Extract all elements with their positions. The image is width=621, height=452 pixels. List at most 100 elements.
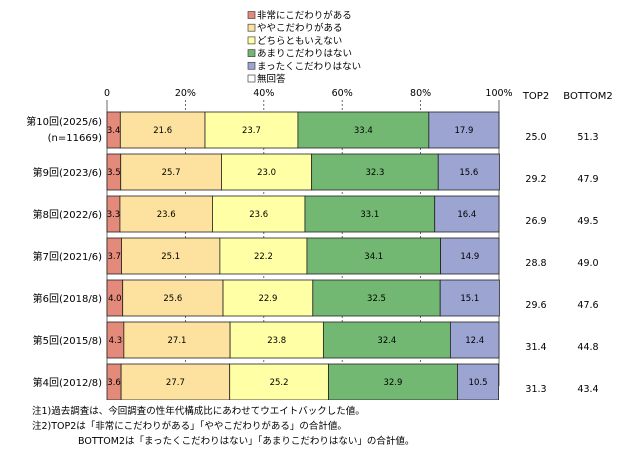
legend-swatch bbox=[247, 23, 256, 32]
category-label: 第9回(2023/6) bbox=[33, 166, 102, 179]
data-label: 32.9 bbox=[383, 378, 402, 388]
x-tick-label: 40% bbox=[253, 88, 274, 99]
legend-label: 非常にこだわりがある bbox=[257, 10, 352, 22]
data-label: 34.1 bbox=[364, 252, 383, 262]
stacked-bar-chart: 非常にこだわりがあるややこだわりがあるどちらともいえないあまりこだわりはないまっ… bbox=[26, 10, 613, 400]
bar-segment bbox=[121, 237, 221, 275]
bar-segment bbox=[229, 363, 329, 400]
legend-label: まったくこだわりはない bbox=[257, 61, 361, 72]
bar-segment bbox=[440, 237, 500, 275]
legend-label: 無回答 bbox=[257, 73, 286, 85]
bar-segment bbox=[428, 111, 500, 149]
data-label: 23.8 bbox=[267, 336, 286, 346]
bar-segment bbox=[306, 237, 441, 275]
side-column-value: 31.3 bbox=[525, 384, 546, 395]
legend-label: ややこだわりがある bbox=[257, 22, 343, 34]
x-tick-label: 100% bbox=[485, 88, 512, 99]
category-label: 第7回(2021/6) bbox=[33, 250, 102, 263]
legend-swatch bbox=[247, 49, 256, 57]
category-sublabel: (n=11669) bbox=[48, 133, 102, 144]
category-label: 第6回(2018/8) bbox=[33, 292, 102, 305]
legend-swatch bbox=[247, 74, 256, 83]
category-label: 第4回(2012/8) bbox=[33, 376, 102, 389]
side-column-value: 47.6 bbox=[577, 300, 598, 311]
data-label: 33.1 bbox=[360, 210, 379, 220]
data-label: 23.6 bbox=[249, 210, 268, 220]
data-label: 16.4 bbox=[457, 210, 476, 220]
side-column-value: 47.9 bbox=[577, 174, 598, 185]
side-column-value: 44.8 bbox=[577, 342, 598, 353]
category-label: 第10回(2025/6) bbox=[26, 115, 102, 128]
data-label: 15.6 bbox=[459, 168, 478, 178]
data-label: 3.6 bbox=[107, 378, 121, 388]
side-column-header: TOP2 bbox=[522, 91, 549, 102]
data-label: 27.1 bbox=[168, 336, 187, 346]
legend-label: あまりこだわりはない bbox=[257, 49, 352, 60]
data-label: 32.3 bbox=[365, 168, 384, 178]
data-label: 23.0 bbox=[257, 168, 276, 178]
bar-segment bbox=[328, 363, 458, 400]
side-column-value: 26.9 bbox=[525, 216, 546, 227]
bar-segment bbox=[229, 321, 324, 359]
data-label: 10.5 bbox=[469, 378, 488, 388]
bar-segment bbox=[119, 195, 213, 233]
data-label: 22.9 bbox=[258, 294, 277, 304]
side-column-value: 28.8 bbox=[525, 258, 546, 269]
chart-notes: 注1)過去調査は、今回調査の性年代構成比にあわせてウエイトバックした値。 注2)… bbox=[32, 404, 414, 449]
bar-segment bbox=[439, 279, 500, 317]
bar-segment bbox=[449, 321, 500, 359]
legend-label: どちらともいえない bbox=[257, 36, 342, 47]
note-1: 注1)過去調査は、今回調査の性年代構成比にあわせてウエイトバックした値。 bbox=[32, 406, 365, 417]
data-label: 15.1 bbox=[460, 294, 479, 304]
legend-swatch bbox=[247, 36, 256, 45]
bar-segment bbox=[122, 279, 224, 317]
side-column-value: 25.0 bbox=[525, 132, 546, 143]
bar-segment bbox=[322, 321, 451, 359]
data-label: 23.7 bbox=[242, 126, 261, 136]
data-label: 3.5 bbox=[107, 168, 121, 178]
legend-swatch bbox=[247, 11, 256, 19]
category-label: 第8回(2022/6) bbox=[33, 208, 102, 221]
note-3: BOTTOM2は「まったくこだわりはない」「あまりこだわりはない」の合計値。 bbox=[78, 436, 415, 447]
data-label: 21.6 bbox=[153, 126, 172, 136]
legend-swatch bbox=[247, 61, 256, 70]
bar-segment bbox=[222, 279, 314, 317]
side-column-value: 43.4 bbox=[577, 384, 598, 395]
side-column-value: 31.4 bbox=[525, 342, 546, 353]
data-label: 23.6 bbox=[157, 210, 176, 220]
bar-segment bbox=[457, 363, 500, 400]
side-column-value: 49.0 bbox=[577, 258, 598, 269]
side-column-header: BOTTOM2 bbox=[563, 91, 612, 102]
data-label: 14.9 bbox=[460, 252, 479, 262]
bar-segment bbox=[123, 321, 231, 359]
side-column-value: 29.6 bbox=[525, 300, 546, 311]
data-label: 25.6 bbox=[163, 294, 182, 304]
bar-segment bbox=[212, 195, 306, 233]
x-tick-label: 80% bbox=[410, 88, 431, 99]
bar-segment bbox=[312, 279, 441, 317]
data-label: 27.7 bbox=[166, 378, 185, 388]
data-label: 12.4 bbox=[465, 336, 484, 346]
bar-segment bbox=[221, 153, 313, 191]
x-tick-label: 60% bbox=[332, 88, 353, 99]
data-label: 25.7 bbox=[162, 168, 181, 178]
bar-segment bbox=[120, 363, 231, 400]
bar-segment bbox=[437, 153, 500, 191]
data-label: 32.5 bbox=[367, 294, 386, 304]
data-label: 4.0 bbox=[108, 294, 122, 304]
data-label: 25.2 bbox=[270, 378, 289, 388]
note-2: 注2)TOP2は「非常にこだわりがある」「ややこだわりがある」の合計値。 bbox=[32, 421, 347, 432]
bar-segment bbox=[119, 111, 206, 149]
bar-segment bbox=[219, 237, 308, 275]
data-label: 4.3 bbox=[109, 336, 123, 346]
data-label: 3.7 bbox=[107, 252, 121, 262]
bar-segment bbox=[204, 111, 299, 149]
bar-segment bbox=[434, 195, 500, 233]
category-label: 第5回(2015/8) bbox=[33, 334, 102, 347]
data-label: 33.4 bbox=[354, 126, 373, 136]
side-column-value: 49.5 bbox=[577, 216, 598, 227]
bar-segment bbox=[304, 195, 436, 233]
bar-segment bbox=[297, 111, 430, 149]
data-label: 3.3 bbox=[107, 210, 121, 220]
bar-segment bbox=[311, 153, 439, 191]
